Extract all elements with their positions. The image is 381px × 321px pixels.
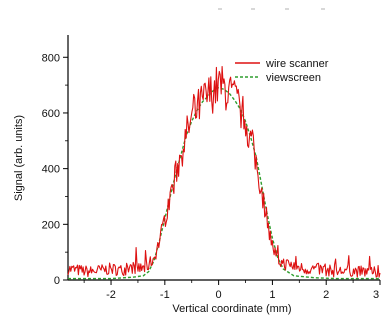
y-ticks: 0 200 400 600 800 xyxy=(42,52,68,287)
x-axis-label: Vertical coordinate (mm) xyxy=(172,303,291,315)
x-tick-label: 2 xyxy=(323,289,329,301)
series-wire-scanner-line xyxy=(67,65,381,278)
series-viewscreen-line xyxy=(68,87,380,280)
plot-area: -2 -1 0 1 2 3 0 200 400 600 800 xyxy=(42,35,381,301)
x-tick-label: 1 xyxy=(269,289,275,301)
x-tick-label: 3 xyxy=(373,289,379,301)
y-axis-label: Signal (arb. units) xyxy=(13,115,25,201)
y-tick-label: 0 xyxy=(54,275,60,287)
x-tick-label: -2 xyxy=(106,289,116,301)
legend-label-viewscreen: viewscreen xyxy=(266,72,321,84)
y-tick-label: 600 xyxy=(42,108,60,120)
y-tick-label: 800 xyxy=(42,52,60,64)
legend: wire scanner viewscreen xyxy=(235,58,329,84)
series-layer xyxy=(67,65,381,280)
x-ticks: -2 -1 0 1 2 3 xyxy=(83,280,381,301)
legend-label-wire-scanner: wire scanner xyxy=(265,58,329,70)
y-tick-label: 400 xyxy=(42,164,60,176)
x-tick-label: -1 xyxy=(160,289,170,301)
y-tick-label: 200 xyxy=(42,219,60,231)
x-tick-label: 0 xyxy=(216,289,222,301)
